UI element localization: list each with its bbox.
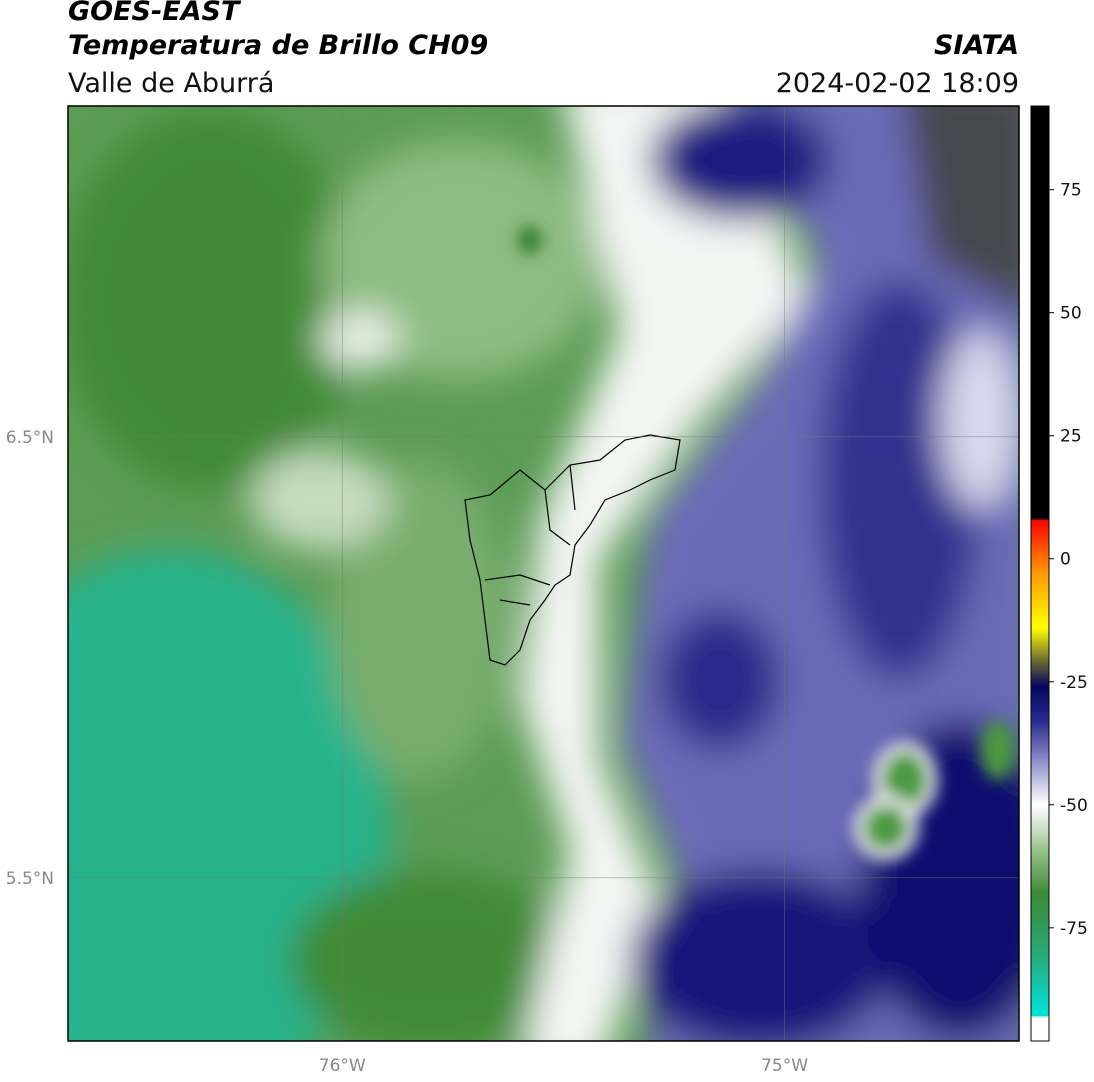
colorbar-tick-label: -50: [1060, 796, 1088, 816]
subtitle: Temperatura de Brillo CH09: [68, 30, 488, 61]
y-tick-label: 5.5°N: [6, 869, 54, 889]
x-tick-label: 75°W: [761, 1056, 808, 1076]
colorbar-tick-label: 75: [1060, 181, 1082, 201]
satellite-field: [68, 106, 1019, 1041]
colorbar-tick-label: -75: [1060, 919, 1088, 939]
colorbar-tick-label: -25: [1060, 673, 1088, 693]
colorbar-tick-label: 50: [1060, 304, 1082, 324]
map-frame: [67, 105, 1020, 1042]
colorbar: [1030, 105, 1050, 1042]
x-tick-label: 76°W: [319, 1056, 366, 1076]
colorbar-tick-label: 0: [1060, 550, 1071, 570]
valley-boundary: [464, 434, 681, 666]
y-tick-label: 6.5°N: [6, 428, 54, 448]
title: GOES-EAST: [68, 0, 242, 27]
timestamp: 2024-02-02 18:09: [776, 68, 1019, 99]
colorbar-tick-label: 25: [1060, 427, 1082, 447]
source: SIATA: [934, 30, 1019, 61]
region: Valle de Aburrá: [68, 68, 274, 99]
